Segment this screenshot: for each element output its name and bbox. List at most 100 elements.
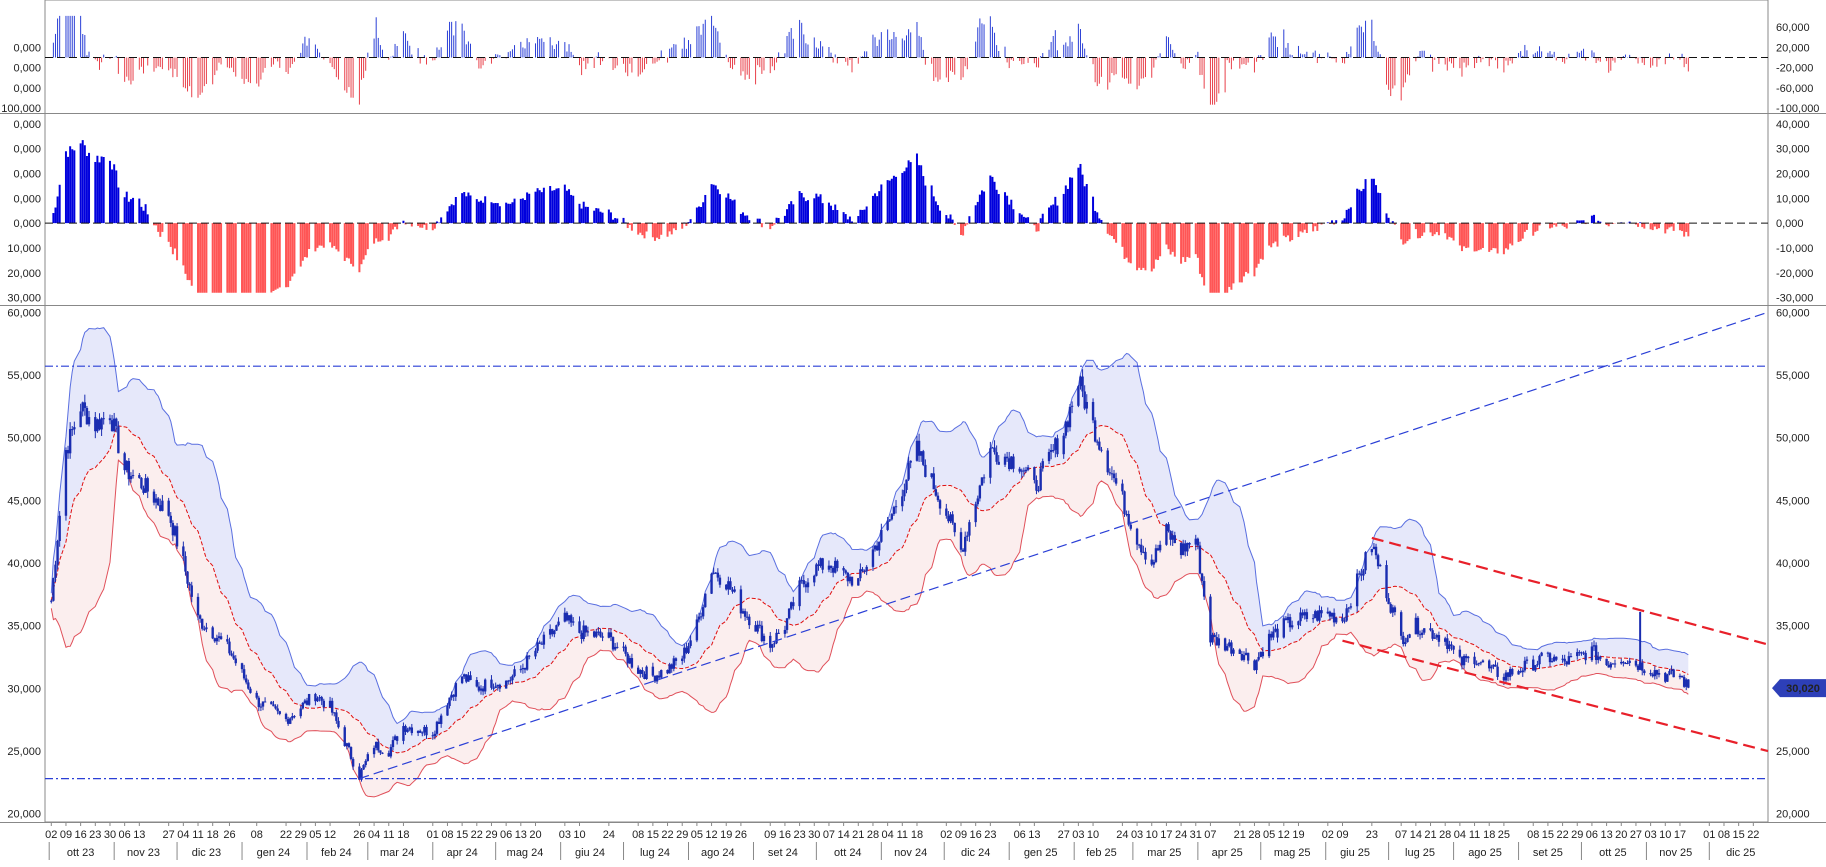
y-tick-label-right: 45,000 <box>1776 495 1810 507</box>
candle-body <box>1670 669 1673 672</box>
candle-body <box>117 426 120 454</box>
candle-body <box>1077 386 1080 406</box>
candle-body <box>701 607 705 617</box>
candle-body <box>1448 644 1451 649</box>
x-day-label: 13 <box>133 829 145 841</box>
candle-body <box>1458 649 1462 657</box>
candle-body <box>343 727 346 747</box>
candle-body <box>387 753 390 757</box>
candle-body <box>171 522 175 536</box>
candle-body <box>1198 545 1202 574</box>
x-month-label: mar 25 <box>1147 847 1181 859</box>
x-day-label: 16 <box>779 829 791 841</box>
candle-body <box>1655 670 1659 675</box>
candle-body <box>773 643 776 645</box>
candle-body <box>112 418 116 432</box>
candle-body <box>450 694 453 698</box>
candle-body <box>513 669 516 677</box>
candle-body <box>73 427 76 430</box>
candle-body <box>592 631 596 637</box>
candle-body <box>819 558 822 566</box>
candle-body <box>1142 551 1145 553</box>
candle-body <box>1506 672 1510 677</box>
candle-body <box>712 572 715 574</box>
candle-body <box>1332 612 1336 623</box>
candle-body <box>1165 524 1168 545</box>
candle-body <box>1181 543 1185 556</box>
x-day-label: 15 <box>1542 829 1554 841</box>
candle-body <box>1274 628 1277 632</box>
band-fill-upper <box>51 327 1689 753</box>
y-tick-label-right: -10,000 <box>1776 243 1813 255</box>
candle-body <box>636 667 640 674</box>
x-day-label: 15 <box>1733 829 1745 841</box>
x-month-label: gen 24 <box>257 847 291 859</box>
candle-body <box>156 498 160 506</box>
candle-body <box>1010 456 1013 470</box>
x-month-label: giu 24 <box>575 847 605 859</box>
candle-body <box>448 697 451 707</box>
candle-body <box>521 667 525 670</box>
candle-body <box>452 694 455 697</box>
candle-body <box>1079 376 1082 387</box>
candle-body <box>1012 456 1015 469</box>
candle-body <box>1613 663 1617 665</box>
candle-body <box>349 747 353 760</box>
candle-body <box>435 721 439 734</box>
support-trend-line-line <box>359 311 1769 780</box>
candle-body <box>1299 612 1302 622</box>
candle-body <box>653 675 657 682</box>
candle-body <box>431 735 434 737</box>
candle-body <box>1209 596 1212 643</box>
candle-body <box>865 566 868 572</box>
x-day-label: 24 <box>603 829 615 841</box>
candle-body <box>1479 662 1483 664</box>
candle-body <box>1290 625 1294 628</box>
candle-body <box>492 687 495 689</box>
candle-body <box>404 726 407 732</box>
candle-body <box>1196 538 1200 546</box>
candle-body <box>754 625 757 632</box>
candle-body <box>240 663 244 670</box>
candle-body <box>1186 542 1189 552</box>
x-day-label: 03 <box>1644 829 1656 841</box>
y-tick-label-right: 25,000 <box>1776 746 1810 758</box>
candle-body <box>1450 644 1453 646</box>
x-day-label: 09 <box>764 829 776 841</box>
candle-body <box>123 453 126 471</box>
candle-body <box>175 526 179 547</box>
candle-body <box>188 583 191 586</box>
candle-body <box>1657 672 1661 675</box>
x-day-label: 28 <box>867 829 879 841</box>
candle-body <box>1416 617 1420 635</box>
candle-body <box>827 565 831 570</box>
candle-body <box>555 625 558 631</box>
candle-body <box>437 721 441 724</box>
candle-body <box>641 670 644 674</box>
candle-body <box>936 495 940 501</box>
candle-body <box>66 450 70 454</box>
x-month-label: nov 24 <box>894 847 927 859</box>
candle-body <box>1173 535 1177 544</box>
candle-body <box>1376 555 1380 567</box>
candle-body <box>683 647 686 659</box>
candle-body <box>1628 660 1631 663</box>
candle-body <box>1360 574 1363 576</box>
candle-body <box>1033 467 1036 481</box>
candle-body <box>1257 656 1260 660</box>
x-day-label: 02 <box>45 829 57 841</box>
candle-body <box>1303 612 1306 616</box>
candle-body <box>1358 573 1361 575</box>
candle-body <box>771 644 774 648</box>
candle-body <box>228 641 231 654</box>
candle-body <box>358 766 361 780</box>
candle-body <box>1576 652 1579 657</box>
candle-body <box>410 727 414 734</box>
y-tick-label-right: 30,000 <box>1776 144 1810 156</box>
x-day-label: 23 <box>984 829 996 841</box>
candle-body <box>695 619 699 641</box>
x-month-label: gen 25 <box>1024 847 1058 859</box>
candle-body <box>1452 645 1455 650</box>
x-day-label: 23 <box>89 829 101 841</box>
candle-body <box>729 581 732 590</box>
